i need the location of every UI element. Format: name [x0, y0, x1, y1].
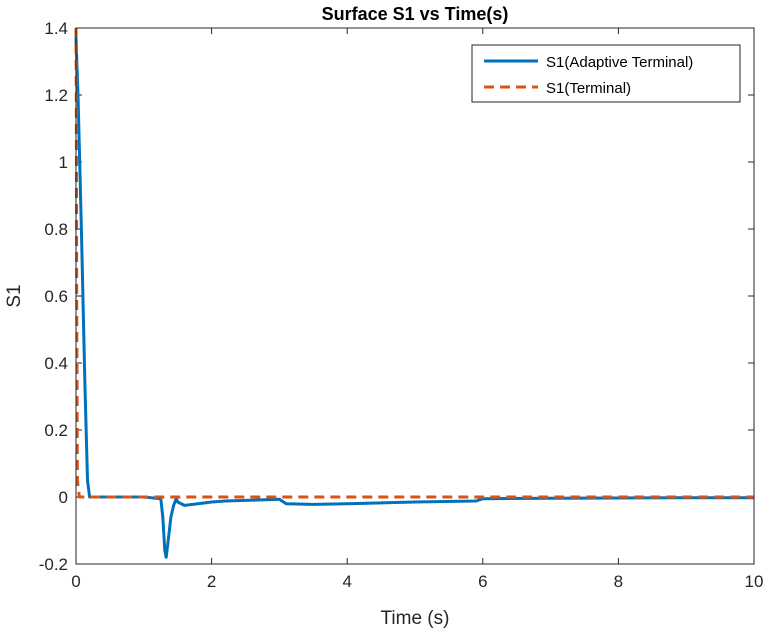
y-tick-label: 0.2 [44, 421, 68, 440]
legend-box [471, 44, 741, 103]
x-tick-label: 8 [614, 572, 623, 591]
x-tick-label: 0 [71, 572, 80, 591]
x-tick-label: 10 [745, 572, 764, 591]
plot-background [76, 28, 754, 564]
legend-label-adaptive-terminal: S1(Adaptive Terminal) [546, 54, 693, 71]
x-axis-label: Time (s) [381, 608, 450, 629]
y-tick-label: 0 [59, 488, 68, 507]
y-tick-label: -0.2 [39, 555, 68, 574]
axes: 0 2 4 6 8 10-0.200.20.40.60.811.21.4 [39, 19, 764, 591]
y-tick-label: 0.8 [44, 220, 68, 239]
y-tick-label: 1 [59, 153, 68, 172]
y-tick-label: 0.4 [44, 354, 68, 373]
x-tick-label: 2 [207, 572, 216, 591]
y-tick-label: 1.4 [44, 19, 68, 38]
x-tick-label: 6 [478, 572, 487, 591]
plot-frame [75, 27, 755, 565]
y-axis-label: S1 [4, 284, 25, 307]
legend: S1(Adaptive Terminal) S1(Terminal) [471, 44, 741, 103]
y-tick-label: 1.2 [44, 86, 68, 105]
x-tick-label: 4 [342, 572, 351, 591]
legend-label-terminal: S1(Terminal) [546, 80, 631, 97]
chart-title: Surface S1 vs Time(s) [322, 4, 509, 24]
y-tick-label: 0.6 [44, 287, 68, 306]
